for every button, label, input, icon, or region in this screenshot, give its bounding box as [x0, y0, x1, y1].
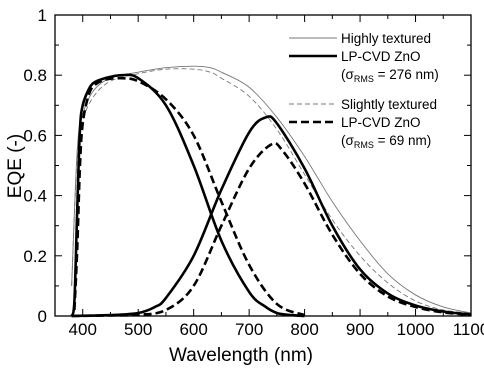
legend-highly-line2: LP-CVD ZnO — [341, 49, 421, 64]
legend-highly-line1: Highly textured — [341, 31, 431, 46]
y-tick-label-0.4: 0.4 — [23, 187, 47, 206]
x-tick-label-500: 500 — [124, 320, 152, 339]
y-tick-label-0: 0 — [38, 307, 47, 326]
y-tick-label-0.2: 0.2 — [23, 247, 47, 266]
legend-slightly-line2: LP-CVD ZnO — [341, 115, 421, 130]
x-tick-label-800: 800 — [290, 320, 318, 339]
legend-slightly-line1: Slightly textured — [341, 97, 437, 112]
y-tick-label-0.6: 0.6 — [23, 126, 47, 145]
y-tick-label-0.8: 0.8 — [23, 66, 47, 85]
x-tick-label-400: 400 — [69, 320, 97, 339]
x-tick-label-600: 600 — [179, 320, 207, 339]
legend-slightly-sigma: (σRMS = 69 nm) — [341, 133, 431, 150]
curves-layer — [70, 65, 472, 318]
legend: Highly textured LP-CVD ZnO (σRMS = 276 n… — [289, 31, 439, 150]
series-slightly-bottom — [71, 141, 472, 318]
series-slightly-top — [73, 76, 306, 317]
x-tick-label-1000: 1000 — [397, 320, 435, 339]
y-tick-label-1: 1 — [38, 6, 47, 25]
x-axis-label: Wavelength (nm) — [169, 345, 313, 366]
series-highly-total — [71, 65, 472, 314]
legend-highly-sigma: (σRMS = 276 nm) — [341, 67, 439, 84]
series-highly-bottom — [71, 115, 472, 318]
series-slightly-total — [71, 68, 472, 314]
x-tick-label-900: 900 — [346, 320, 374, 339]
series-highly-top — [70, 73, 305, 318]
x-tick-label-700: 700 — [235, 320, 263, 339]
ticks-layer — [54, 14, 472, 317]
y-axis-label: EQE (-) — [5, 134, 26, 198]
